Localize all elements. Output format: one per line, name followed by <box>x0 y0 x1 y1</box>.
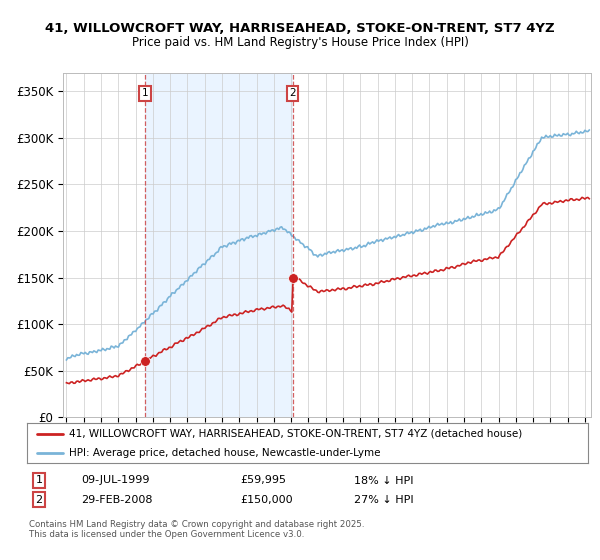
Text: 1: 1 <box>35 475 43 486</box>
Text: £150,000: £150,000 <box>240 494 293 505</box>
Text: £59,995: £59,995 <box>240 475 286 486</box>
Text: 27% ↓ HPI: 27% ↓ HPI <box>354 494 413 505</box>
Text: 2: 2 <box>289 88 296 98</box>
Text: 29-FEB-2008: 29-FEB-2008 <box>81 494 152 505</box>
Text: 18% ↓ HPI: 18% ↓ HPI <box>354 475 413 486</box>
Bar <box>145 73 293 417</box>
Text: 1: 1 <box>142 88 148 98</box>
Text: 41, WILLOWCROFT WAY, HARRISEAHEAD, STOKE-ON-TRENT, ST7 4YZ: 41, WILLOWCROFT WAY, HARRISEAHEAD, STOKE… <box>45 22 555 35</box>
Text: 09-JUL-1999: 09-JUL-1999 <box>81 475 149 486</box>
Text: HPI: Average price, detached house, Newcastle-under-Lyme: HPI: Average price, detached house, Newc… <box>69 448 380 458</box>
Text: 41, WILLOWCROFT WAY, HARRISEAHEAD, STOKE-ON-TRENT, ST7 4YZ (detached house): 41, WILLOWCROFT WAY, HARRISEAHEAD, STOKE… <box>69 429 523 438</box>
Text: 2: 2 <box>35 494 43 505</box>
Text: Price paid vs. HM Land Registry's House Price Index (HPI): Price paid vs. HM Land Registry's House … <box>131 36 469 49</box>
Text: Contains HM Land Registry data © Crown copyright and database right 2025.
This d: Contains HM Land Registry data © Crown c… <box>29 520 364 539</box>
